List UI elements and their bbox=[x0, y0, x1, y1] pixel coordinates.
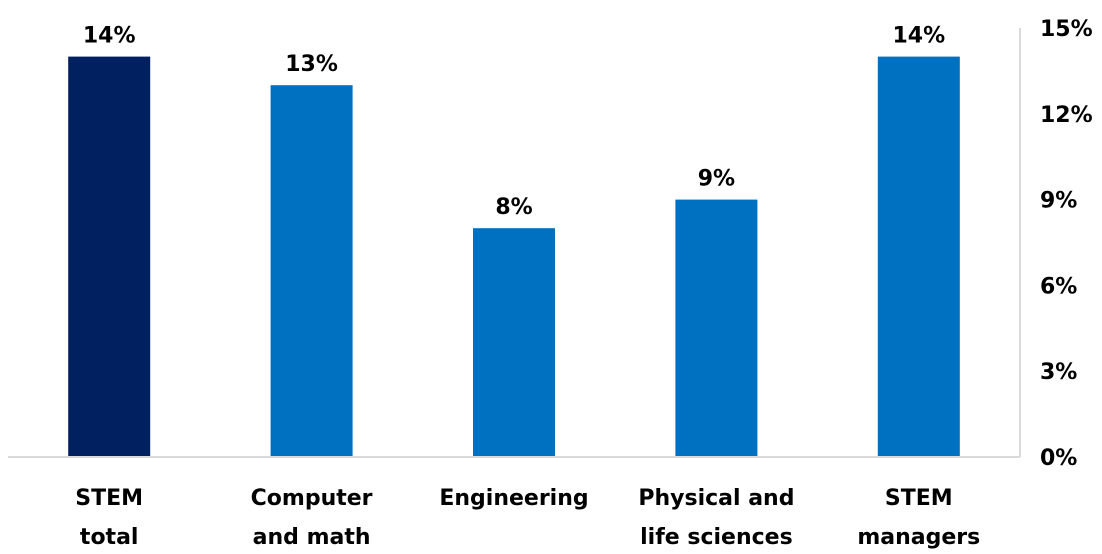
data-label-2: 8% bbox=[495, 195, 532, 220]
x-tick-label-3: Physical and life sciences bbox=[638, 486, 794, 550]
bar-3 bbox=[675, 199, 758, 457]
y-tick-label-4: 12% bbox=[1040, 103, 1093, 128]
x-tick-label-1: Computer and math bbox=[251, 486, 373, 550]
y-tick-label-1: 3% bbox=[1040, 360, 1077, 385]
y-tick-label-3: 9% bbox=[1040, 189, 1077, 214]
y-tick-label-5: 15% bbox=[1040, 17, 1093, 42]
bar-2 bbox=[473, 228, 555, 457]
data-label-3: 9% bbox=[698, 167, 735, 192]
x-tick-label-0: STEM total bbox=[75, 486, 143, 550]
bars-layer bbox=[68, 56, 960, 457]
data-label-1: 13% bbox=[285, 52, 338, 77]
data-label-0: 14% bbox=[83, 24, 136, 49]
bar-0 bbox=[68, 56, 151, 457]
y-tick-label-2: 6% bbox=[1040, 274, 1077, 299]
data-label-4: 14% bbox=[892, 24, 945, 49]
bar-4 bbox=[877, 56, 960, 457]
bar-1 bbox=[270, 85, 353, 457]
x-tick-label-2: Engineering bbox=[439, 486, 588, 511]
axes-layer: STEM total Computer and math Engineering Phys… bbox=[8, 17, 1093, 550]
x-tick-label-4: STEM managers bbox=[857, 486, 980, 550]
data-labels-layer: 14% 13% 8% 9% 14% bbox=[83, 24, 945, 221]
y-tick-label-0: 0% bbox=[1040, 446, 1077, 471]
